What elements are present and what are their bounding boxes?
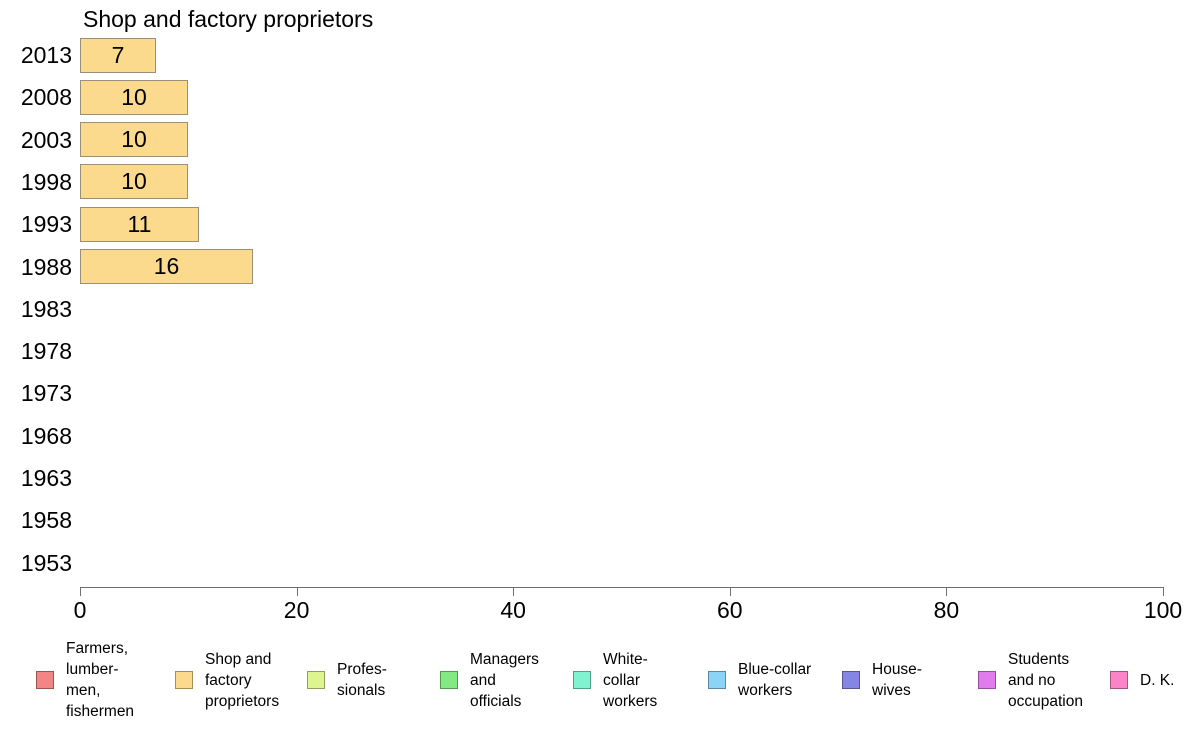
bar-value-label: 10 [121,168,147,195]
y-axis-label: 1998 [20,168,72,195]
chart-title: Shop and factory proprietors [83,6,374,32]
bar: 11 [80,206,199,242]
x-axis-tick [513,587,515,596]
legend-item: D. K. [1110,670,1174,691]
x-axis-tick-label: 60 [717,597,743,623]
bar-value-label: 11 [127,210,152,237]
bar: 16 [80,249,253,284]
bar: 10 [80,79,188,115]
legend-item: Farmers, lumber- men, fishermen [36,638,134,722]
legend-label: Farmers, lumber- men, fishermen [66,640,135,720]
x-axis-tick-label: 20 [283,597,310,623]
y-axis-label: 1983 [20,295,72,322]
x-axis-tick [296,587,298,596]
legend-label: White- collar workers [603,650,658,710]
legend-label: Profes- sionals [337,661,387,699]
x-axis-tick [80,587,81,596]
legend-item: Blue-collar workers [708,659,811,701]
legend-swatch [708,671,726,689]
legend-label: Managers and officials [470,650,539,710]
y-axis-label: 1963 [20,465,72,491]
legend-label: Shop and factory proprietors [205,650,280,710]
y-axis-label: 1958 [20,507,72,534]
bar: 10 [80,164,188,200]
y-axis-label: 2008 [20,84,72,111]
bar: 7 [80,37,156,73]
legend-label: Blue-collar workers [738,661,812,699]
legend-swatch [36,671,54,689]
x-axis-tick-label: 0 [73,597,87,623]
bar-value-label: 16 [153,253,180,279]
legend-swatch [1110,671,1128,689]
legend-swatch [440,671,458,689]
legend-swatch [175,671,193,689]
legend-item: House- wives [842,659,922,701]
y-axis-label: 1953 [20,549,72,576]
y-axis-label: 1973 [20,380,72,407]
y-axis-label: 1968 [20,422,72,449]
legend-item: Shop and factory proprietors [175,649,279,712]
y-axis-label: 2013 [20,42,72,68]
legend-swatch [573,671,591,689]
legend-label: House- wives [872,661,922,699]
bar-value-label: 10 [121,83,147,110]
legend-label: D. K. [1140,671,1175,689]
x-axis-tick-label: 40 [500,597,526,623]
legend-item: Profes- sionals [307,659,387,701]
legend-item: Managers and officials [440,649,539,712]
y-axis-label: 1978 [20,338,72,365]
x-axis-line [80,587,1163,588]
bar-value-label: 7 [111,41,125,68]
x-axis-tick-label: 80 [933,597,960,623]
legend-item: Students and no occupation [978,649,1083,712]
x-axis-tick [729,587,731,596]
y-axis-label: 1993 [20,211,72,238]
x-axis-tick [946,587,948,596]
y-axis-label: 2003 [20,126,72,153]
y-axis-label: 1988 [20,253,72,280]
legend-swatch [307,671,325,689]
bar-value-label: 10 [121,126,147,153]
bar: 10 [80,122,188,158]
x-axis-tick-label: 100 [1143,597,1183,623]
legend-label: Students and no occupation [1008,650,1083,710]
legend-item: White- collar workers [573,649,657,712]
x-axis-tick [1163,587,1164,596]
legend-swatch [842,671,860,689]
legend-swatch [978,671,996,689]
